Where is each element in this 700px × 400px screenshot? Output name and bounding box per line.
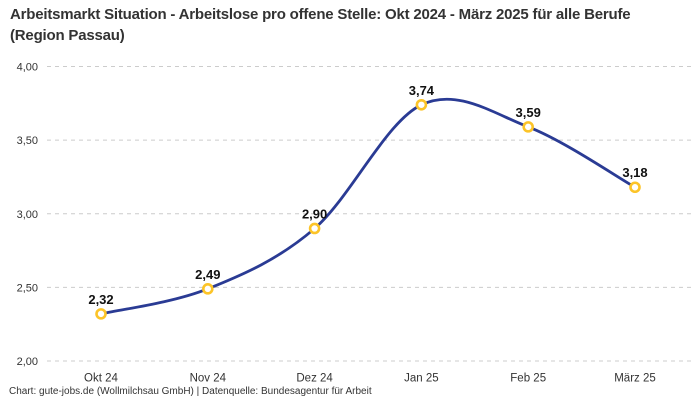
data-point-marker[interactable] [308, 222, 321, 235]
y-axis-tick-label: 4,00 [17, 62, 38, 74]
data-point-marker[interactable] [202, 283, 214, 295]
chart-credit: Chart: gute-jobs.de (Wollmilchsau GmbH) … [9, 386, 372, 397]
data-point-label: 3,18 [622, 165, 647, 180]
data-series-line [99, 97, 637, 316]
data-point-label: 3,74 [409, 83, 435, 98]
y-axis-tick-label: 3,00 [17, 209, 38, 221]
data-point-marker[interactable] [629, 181, 641, 194]
data-point-marker[interactable] [522, 121, 535, 133]
chart-title: Arbeitsmarkt Situation - Arbeitslose pro… [10, 6, 631, 44]
x-axis-tick-label: Jan 25 [404, 373, 439, 385]
data-point-marker[interactable] [415, 98, 428, 111]
x-axis-tick-label: Nov 24 [190, 373, 227, 385]
data-point-label: 2,90 [302, 206, 327, 221]
data-point-label: 3,59 [516, 105, 541, 120]
x-axis-tick-label: Feb 25 [510, 373, 546, 385]
y-axis-tick-label: 2,00 [17, 356, 38, 368]
data-point-marker[interactable] [95, 308, 107, 320]
x-axis-tick-label: Dez 24 [296, 373, 333, 385]
x-axis-tick-label: März 25 [614, 373, 656, 385]
y-axis-tick-label: 3,50 [17, 135, 38, 147]
data-point-label: 2,49 [195, 267, 220, 282]
y-axis-tick-label: 2,50 [17, 282, 38, 294]
x-axis-tick-label: Okt 24 [84, 373, 118, 385]
data-point-label: 2,32 [88, 292, 113, 307]
